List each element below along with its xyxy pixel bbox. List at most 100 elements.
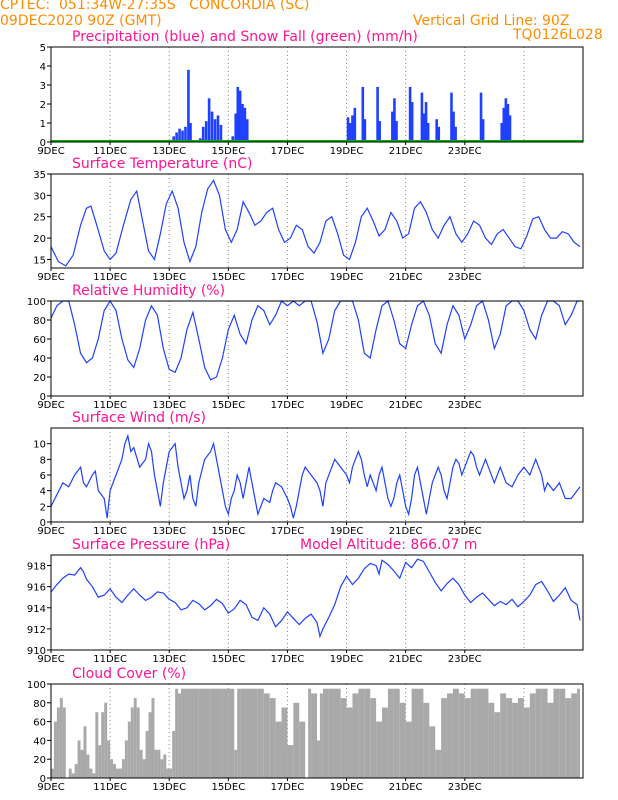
cloud-bar bbox=[411, 688, 418, 778]
precip-bar bbox=[395, 121, 398, 142]
precip-bar bbox=[420, 92, 424, 142]
x-tick-label: 23DEC bbox=[448, 146, 482, 157]
cloud-bar bbox=[322, 688, 329, 778]
precip-bar bbox=[353, 107, 357, 142]
cloud-bar bbox=[529, 693, 536, 778]
precip-bar bbox=[426, 123, 430, 142]
precip-bar bbox=[231, 136, 235, 142]
cloud-bar bbox=[358, 688, 365, 778]
y-tick-label: 1 bbox=[40, 119, 46, 130]
y-tick-label: 40 bbox=[33, 736, 46, 747]
cloud-bar bbox=[56, 707, 60, 778]
precip-bar bbox=[508, 115, 512, 142]
panel-frame bbox=[50, 427, 584, 523]
cloud-bar bbox=[169, 768, 173, 778]
cloud-bar bbox=[86, 754, 90, 778]
cloud-bar bbox=[257, 688, 264, 778]
cloud-bar bbox=[113, 763, 117, 778]
y-tick-label: 914 bbox=[27, 604, 46, 615]
precip-bar bbox=[391, 111, 394, 142]
cloud-bar bbox=[452, 688, 459, 778]
x-tick-label: 17DEC bbox=[271, 400, 305, 411]
y-tick-label: 0 bbox=[40, 774, 46, 785]
cloud-bar bbox=[571, 693, 578, 778]
cloud-bar bbox=[157, 749, 161, 778]
cloud-bar bbox=[80, 749, 84, 778]
y-tick-label: 35 bbox=[33, 170, 46, 181]
cloud-bar bbox=[151, 698, 155, 778]
cloud-bar bbox=[160, 759, 164, 778]
cloud-bar bbox=[393, 688, 400, 778]
x-tick-label: 15DEC bbox=[211, 526, 245, 537]
cloud-bar bbox=[104, 702, 108, 778]
precip-bar bbox=[184, 126, 187, 142]
precip-bar bbox=[435, 119, 438, 142]
cloud-bar bbox=[228, 688, 235, 778]
precip-bar bbox=[376, 86, 379, 142]
x-tick-label: 9DEC bbox=[37, 146, 64, 157]
cloud-bar bbox=[130, 707, 134, 778]
y-tick-label: 60 bbox=[33, 335, 46, 346]
cloud-bar bbox=[89, 768, 93, 778]
cloud-bar bbox=[83, 726, 87, 778]
panel-3: 0 2 4 6 8 10 9DEC 11DEC 13DEC 15DEC 17DEC 19DEC 21DE… bbox=[33, 410, 584, 537]
cloud-bar bbox=[240, 688, 252, 778]
precip-bar bbox=[351, 115, 354, 142]
cloud-bar bbox=[251, 688, 258, 778]
panel-frame bbox=[50, 554, 584, 651]
x-tick-label: 21DEC bbox=[389, 782, 423, 793]
x-tick-label: 23DEC bbox=[448, 782, 482, 793]
cloud-bar bbox=[92, 773, 96, 778]
y-tick-label: 100 bbox=[27, 680, 46, 691]
precip-bar bbox=[393, 98, 396, 142]
x-tick-label: 11DEC bbox=[93, 400, 127, 411]
y-tick-label: 40 bbox=[33, 354, 46, 365]
y-tick-label: 25 bbox=[33, 213, 46, 224]
x-tick-label: 23DEC bbox=[448, 526, 482, 537]
precip-bar bbox=[178, 128, 181, 142]
cloud-bar bbox=[429, 726, 436, 778]
x-tick-label: 17DEC bbox=[271, 654, 305, 665]
cloud-bar bbox=[95, 712, 99, 778]
x-tick-label: 13DEC bbox=[152, 782, 186, 793]
precip-bar bbox=[502, 107, 506, 142]
cloud-bar bbox=[178, 693, 182, 778]
cloud-bar bbox=[500, 693, 507, 778]
x-tick-label: 19DEC bbox=[330, 400, 364, 411]
precip-bar bbox=[201, 126, 205, 142]
cloud-bar bbox=[399, 702, 406, 778]
cloud-bar bbox=[107, 740, 111, 778]
cloud-bar bbox=[523, 707, 530, 778]
precip-bar bbox=[216, 115, 220, 142]
x-tick-label: 19DEC bbox=[330, 526, 364, 537]
cloud-bar bbox=[210, 688, 223, 778]
precip-bar bbox=[204, 121, 208, 142]
precip-bar bbox=[348, 123, 352, 142]
precip-bar bbox=[241, 104, 244, 142]
precip-bar bbox=[504, 98, 508, 142]
cloud-bar bbox=[299, 721, 306, 778]
cloud-bar bbox=[163, 754, 167, 778]
cloud-bar bbox=[110, 759, 114, 778]
precip-bar bbox=[481, 119, 485, 142]
panel-1: 15 20 25 30 35 9DEC 11DEC 13DEC 15DEC 17DEC 19DEC 2… bbox=[33, 156, 584, 283]
x-tick-label: 15DEC bbox=[211, 654, 245, 665]
x-tick-label: 13DEC bbox=[152, 146, 186, 157]
y-tick-label: 8 bbox=[40, 455, 46, 466]
panel-frame bbox=[50, 683, 584, 779]
x-tick-label: 9DEC bbox=[37, 272, 64, 283]
cloud-bar bbox=[281, 707, 288, 778]
cloud-bar bbox=[311, 693, 317, 778]
cloud-bar bbox=[328, 688, 341, 778]
precip-bar bbox=[479, 92, 483, 142]
x-tick-label: 23DEC bbox=[448, 272, 482, 283]
panel-title: Surface Wind (m/s) bbox=[72, 410, 206, 426]
x-tick-label: 21DEC bbox=[389, 526, 423, 537]
cloud-bar bbox=[142, 759, 146, 778]
y-tick-label: 20 bbox=[33, 373, 46, 384]
x-tick-label: 15DEC bbox=[211, 400, 245, 411]
precip-bar bbox=[245, 119, 249, 142]
panel-0: 0 1 2 3 4 5 9DEC 11DEC 13DEC 15DEC 17DEC 19DEC 21DEC… bbox=[37, 29, 584, 157]
x-tick-label: 11DEC bbox=[93, 146, 127, 157]
cloud-bar bbox=[417, 688, 424, 778]
